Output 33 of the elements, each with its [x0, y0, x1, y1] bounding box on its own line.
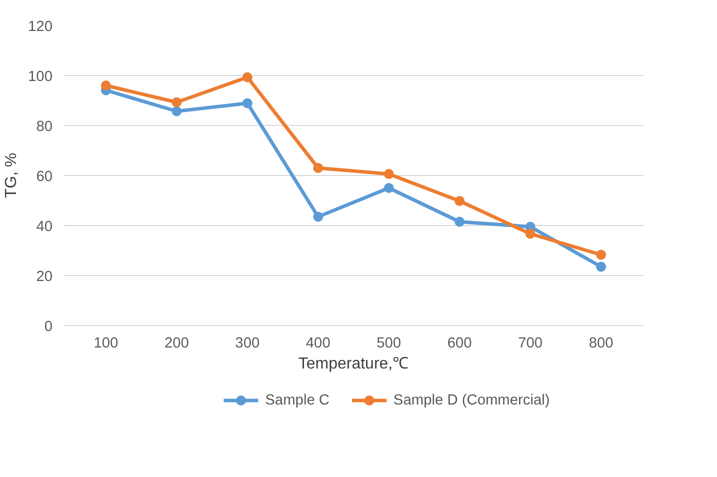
x-tick-label: 700 — [518, 336, 543, 352]
x-tick-label: 200 — [164, 336, 189, 352]
point — [596, 262, 606, 272]
legend-label: Sample D (Commercial) — [393, 392, 550, 408]
point — [242, 98, 252, 108]
y-tick-label: 40 — [36, 219, 53, 235]
point — [525, 228, 536, 239]
y-tick-label: 100 — [28, 69, 53, 85]
point — [242, 72, 252, 82]
point — [313, 163, 324, 173]
x-tick-label: 600 — [447, 336, 472, 352]
point — [596, 250, 606, 260]
point — [172, 106, 182, 116]
point — [454, 196, 465, 206]
legend-label: Sample C — [265, 392, 330, 408]
y-tick-label: 80 — [36, 119, 53, 135]
y-tick-label: 60 — [36, 169, 53, 185]
x-tick-label: 400 — [306, 336, 330, 352]
point — [100, 80, 111, 90]
point — [172, 97, 182, 108]
x-axis-title: Temperature,℃ — [298, 356, 409, 372]
x-tick-label: 100 — [94, 336, 118, 352]
y-tick-label: 20 — [36, 269, 53, 285]
y-tick-label: 0 — [44, 319, 53, 335]
y-tick-label: 120 — [28, 19, 53, 35]
x-tick-label: 800 — [588, 336, 614, 352]
point — [313, 212, 324, 222]
x-tick-label: 300 — [235, 336, 260, 352]
x-tick-label: 500 — [376, 336, 402, 352]
point — [384, 183, 394, 193]
point — [454, 216, 465, 227]
y-axis-title: TG, % — [3, 152, 20, 198]
point — [384, 169, 394, 179]
